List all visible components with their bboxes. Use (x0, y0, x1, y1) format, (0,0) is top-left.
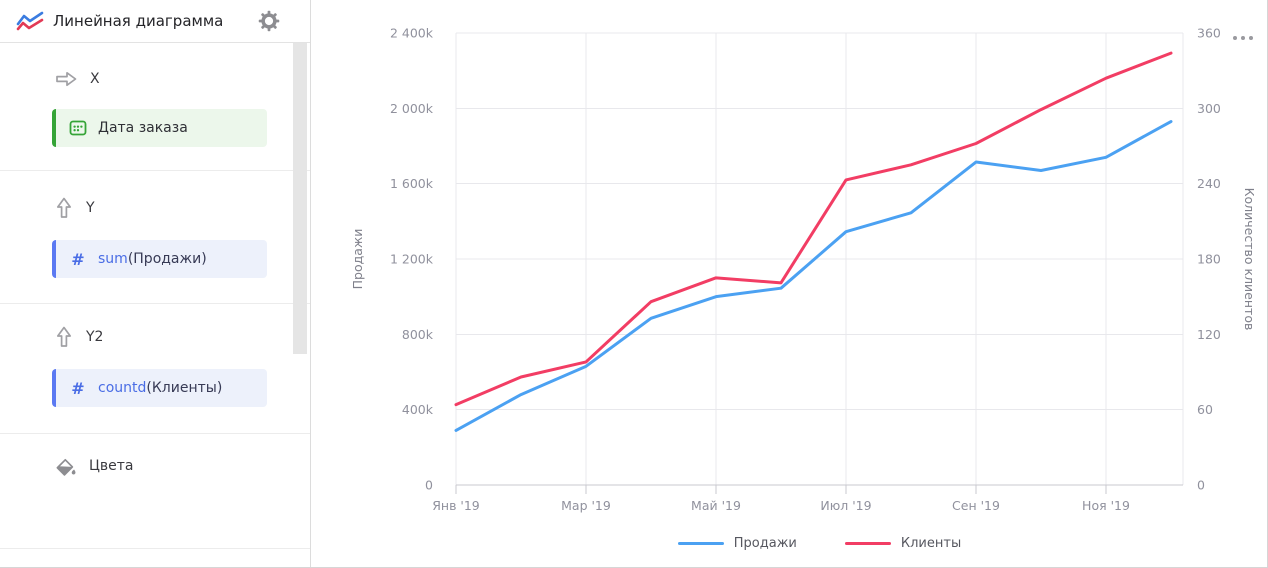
gear-icon[interactable] (258, 10, 280, 32)
arrow-up-icon (56, 326, 72, 347)
sidebar-header: Линейная диаграмма (0, 0, 310, 43)
y-right-tick-label: 240 (1197, 176, 1221, 191)
y-left-tick-label: 800k (402, 327, 434, 342)
chart-gridlines (455, 32, 1184, 494)
y-left-tick-label: 2 400k (390, 26, 434, 41)
y-right-tick-label: 120 (1197, 327, 1221, 342)
ellipsis-dot (1249, 36, 1253, 40)
legend-swatch-sales (677, 542, 724, 545)
y-left-tick-label: 1 600k (390, 176, 434, 191)
series-line-1[interactable] (454, 51, 1173, 407)
y-right-axis-title: Количество клиентов (1242, 188, 1257, 331)
legend-label-sales: Продажи (733, 536, 797, 551)
y-right-tick-label: 0 (1197, 478, 1205, 493)
y-left-tick-label: 400k (402, 402, 434, 417)
y-left-tick-label: 0 (425, 478, 433, 493)
field-chip-countd-clients[interactable]: # countd(Клиенты) (52, 369, 267, 407)
y-right-tick-label: 60 (1197, 402, 1213, 417)
field-chip-label: countd(Клиенты) (98, 380, 223, 396)
hash-icon: # (71, 378, 85, 398)
section-y2-label: Y2 (86, 329, 104, 345)
y-right-tick-label: 180 (1197, 252, 1221, 267)
x-tick-label: Янв '19 (432, 498, 480, 513)
calendar-icon (69, 120, 87, 136)
sidebar-scrollbar[interactable] (293, 43, 307, 354)
sidebar: Линейная диаграмма (0, 0, 311, 567)
section-y2-header: Y2 (54, 324, 103, 350)
y-right-tick-label: 300 (1197, 101, 1221, 116)
line-chart-canvas: 0 0 400k 60 800k 120 1 200k 180 1 600k 240 2 000k 3… (350, 26, 1257, 514)
legend-swatch-clients (844, 542, 891, 545)
y-left-tick-label: 2 000k (390, 101, 434, 116)
field-chip-sum-sales[interactable]: # sum(Продажи) (52, 240, 267, 278)
section-x-label: X (90, 71, 100, 87)
arrow-up-icon (56, 197, 72, 218)
paint-bucket-icon (56, 458, 76, 476)
legend-label-clients: Клиенты (900, 536, 962, 551)
section-divider (0, 303, 310, 304)
section-x-header: X (54, 66, 100, 92)
section-divider (0, 433, 310, 434)
field-chip-label: sum(Продажи) (98, 251, 207, 267)
y-left-axis-title: Продажи (350, 229, 365, 290)
legend-item-clients[interactable]: Клиенты (844, 536, 962, 551)
section-y-label: Y (86, 200, 95, 216)
chart-legend: Продажи Клиенты (456, 536, 1183, 551)
hash-icon: # (71, 249, 85, 269)
x-tick-label: Ноя '19 (1082, 498, 1130, 513)
section-colors-label: Цвета (89, 458, 134, 474)
y-right-tick-label: 360 (1197, 26, 1221, 41)
section-divider (0, 548, 310, 549)
x-tick-label: Июл '19 (820, 498, 871, 513)
section-divider (0, 170, 310, 171)
field-chip-order-date[interactable]: Дата заказа (52, 109, 267, 147)
ellipsis-dot (1233, 36, 1237, 40)
x-tick-label: Сен '19 (952, 498, 1000, 513)
page-title: Линейная диаграмма (53, 12, 224, 30)
gear-icon-glyph (258, 10, 280, 32)
y-left-tick-label: 1 200k (390, 252, 434, 267)
field-chip-label: Дата заказа (98, 120, 188, 136)
ellipsis-dot (1241, 36, 1245, 40)
series-line-0[interactable] (454, 120, 1173, 432)
arrow-right-icon (56, 71, 77, 87)
x-tick-label: Май '19 (691, 498, 741, 513)
chart-menu-button[interactable] (1230, 33, 1256, 43)
x-tick-label: Мар '19 (561, 498, 611, 513)
section-y-header: Y (54, 195, 95, 221)
legend-item-sales[interactable]: Продажи (677, 536, 797, 551)
chart-panel: 0 0 400k 60 800k 120 1 200k 180 1 600k 240 2 000k 3… (311, 0, 1267, 567)
section-colors-header: Цвета (54, 453, 133, 479)
line-chart-logo-icon (16, 11, 44, 31)
